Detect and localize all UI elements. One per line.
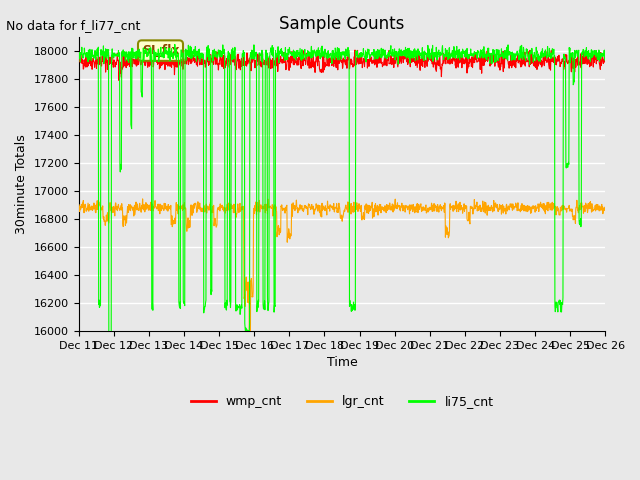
X-axis label: Time: Time	[326, 356, 357, 369]
Text: No data for f_li77_cnt: No data for f_li77_cnt	[6, 19, 141, 32]
Y-axis label: 30minute Totals: 30minute Totals	[15, 134, 28, 234]
Title: Sample Counts: Sample Counts	[279, 15, 404, 33]
Text: SI_flx: SI_flx	[141, 44, 179, 57]
Legend: wmp_cnt, lgr_cnt, li75_cnt: wmp_cnt, lgr_cnt, li75_cnt	[186, 390, 499, 413]
